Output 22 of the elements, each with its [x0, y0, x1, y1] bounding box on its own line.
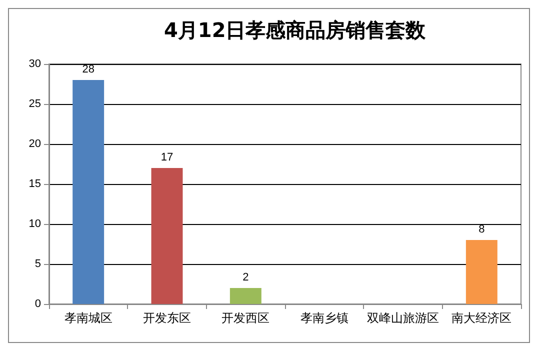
y-tick-label: 20 [28, 138, 41, 150]
x-tick-label: 孝南城区 [64, 311, 112, 325]
bar [466, 240, 498, 304]
y-tick-label: 5 [34, 258, 41, 270]
y-tick-label: 0 [34, 298, 41, 310]
y-tick-label: 30 [28, 58, 41, 70]
data-label: 17 [160, 152, 174, 164]
y-tick-label: 15 [28, 178, 41, 190]
data-label: 28 [82, 64, 94, 76]
data-label: 2 [242, 272, 249, 284]
data-label: 8 [478, 224, 485, 236]
y-tick-label: 10 [28, 218, 41, 230]
x-tick-label: 孝南乡镇 [300, 311, 348, 325]
x-tick-label: 开发东区 [143, 311, 191, 325]
y-tick-label: 25 [28, 98, 41, 110]
x-tick-label: 南大经济区 [452, 311, 512, 325]
x-tick-label: 开发西区 [222, 311, 270, 325]
x-tick-label: 双峰山旅游区 [367, 311, 439, 325]
bar [151, 168, 183, 304]
chart-title: 4月12日孝感商品房销售套数 [164, 18, 427, 42]
bar [72, 80, 104, 304]
bar [230, 288, 262, 304]
